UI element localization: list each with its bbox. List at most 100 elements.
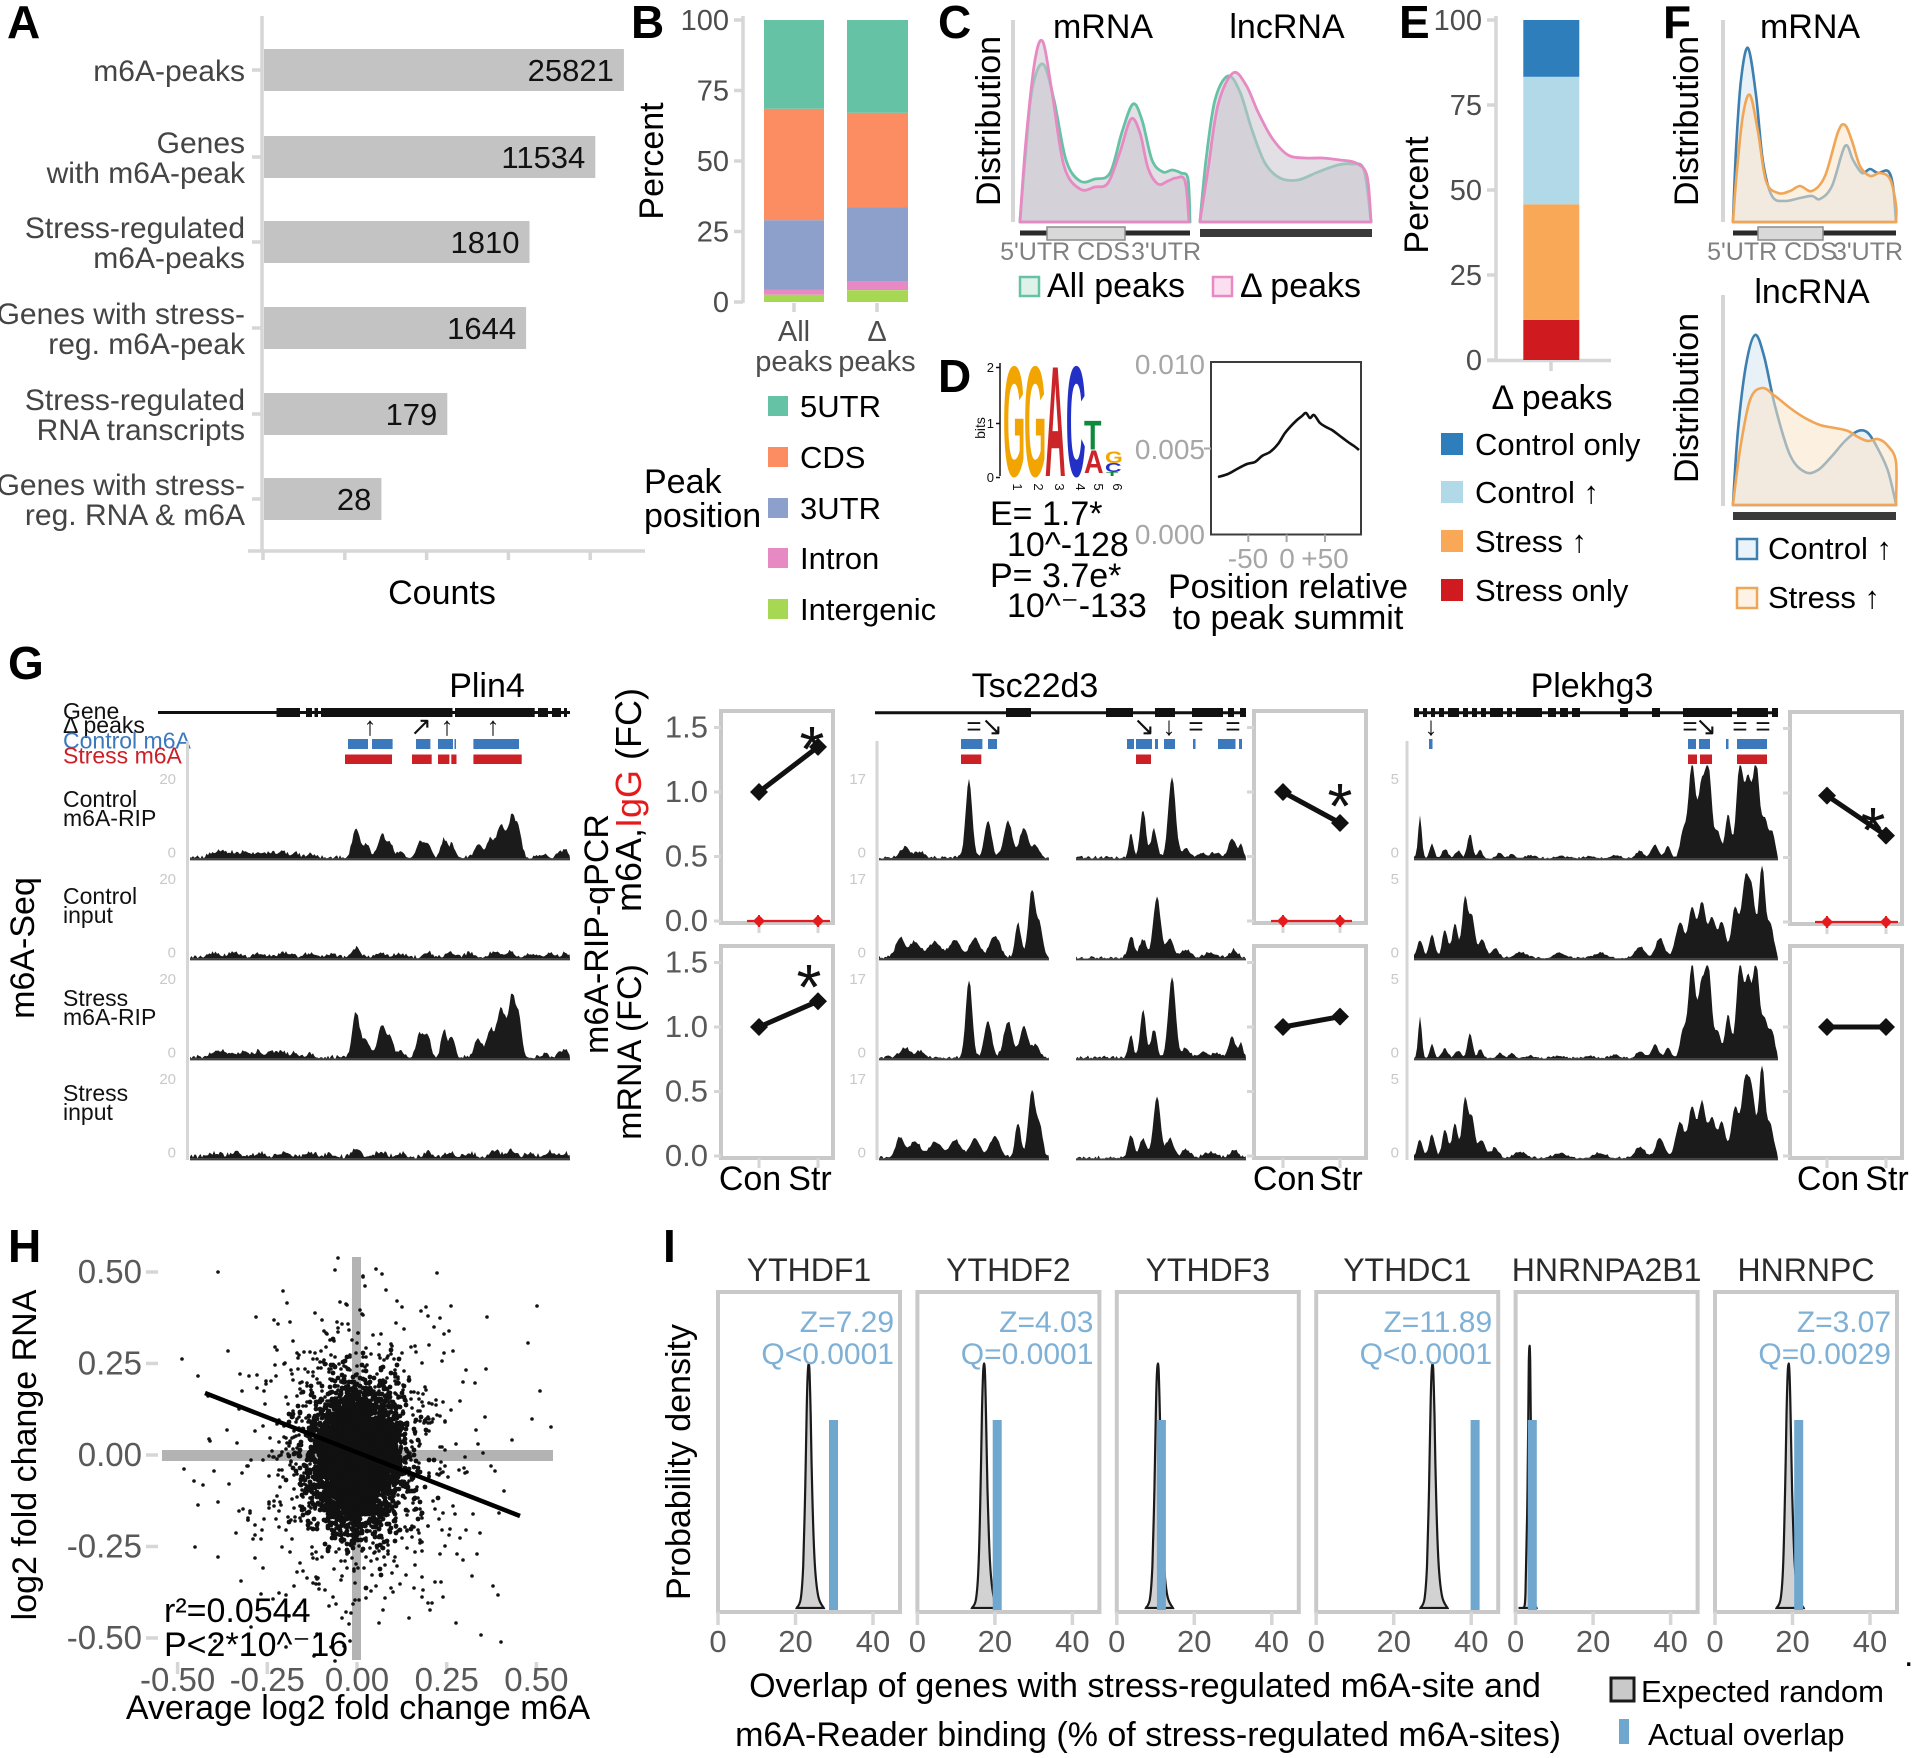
svg-text:0: 0 (858, 945, 866, 962)
svg-text:5: 5 (1391, 1071, 1399, 1088)
svg-text:input: input (63, 902, 113, 928)
svg-text:Control only: Control only (1475, 427, 1641, 462)
svg-text:1.0: 1.0 (665, 774, 708, 809)
svg-text:2: 2 (987, 360, 994, 375)
svg-text:179: 179 (386, 397, 438, 432)
svg-text:*: * (1328, 770, 1353, 842)
svg-text:0.25: 0.25 (78, 1345, 142, 1382)
svg-text:Genes: Genes (157, 127, 245, 160)
svg-text:3UTR: 3UTR (800, 491, 881, 526)
svg-text:=: = (1755, 711, 1770, 741)
svg-text:position: position (644, 497, 761, 535)
svg-text:25821: 25821 (528, 53, 614, 88)
svg-text:A: A (7, 0, 40, 48)
svg-text:0: 0 (168, 1045, 176, 1062)
svg-text:0: 0 (858, 1145, 866, 1162)
svg-text:5: 5 (1091, 483, 1106, 490)
svg-text:0.0: 0.0 (665, 1138, 708, 1173)
svg-text:reg. m6A-peak: reg. m6A-peak (48, 328, 246, 361)
svg-text:17: 17 (849, 871, 866, 888)
svg-text:↑: ↑ (487, 711, 500, 741)
svg-text:0: 0 (987, 470, 994, 485)
svg-text:↘: ↘ (1695, 711, 1717, 741)
svg-text:6: 6 (1110, 483, 1125, 490)
svg-text:3'UTR: 3'UTR (1131, 238, 1201, 266)
svg-text:Distribution: Distribution (1668, 313, 1706, 483)
svg-text:Distribution: Distribution (1668, 36, 1706, 206)
svg-text:25: 25 (1450, 260, 1482, 292)
svg-text:H: H (8, 1220, 41, 1272)
svg-text:Percent: Percent (633, 102, 671, 220)
svg-text:input: input (63, 1099, 113, 1125)
svg-text:A: A (1084, 445, 1104, 481)
svg-text:75: 75 (1450, 90, 1482, 122)
svg-text:=: = (1732, 711, 1747, 741)
svg-text:0: 0 (858, 1045, 866, 1062)
svg-text:0.000: 0.000 (1135, 519, 1205, 550)
svg-text:*: * (797, 951, 822, 1023)
svg-text:2: 2 (1031, 483, 1046, 490)
svg-text:50: 50 (697, 146, 729, 178)
svg-text:mRNA: mRNA (1053, 8, 1153, 46)
svg-text:20: 20 (159, 871, 176, 888)
svg-text:5: 5 (1391, 771, 1399, 788)
svg-text:All: All (778, 316, 810, 348)
svg-text:Stress-regulated: Stress-regulated (25, 212, 245, 245)
svg-text:Con: Con (719, 1160, 781, 1198)
svg-text:Str: Str (788, 1160, 831, 1198)
svg-text:0.5: 0.5 (665, 1074, 708, 1109)
svg-text:peaks: peaks (838, 346, 915, 378)
svg-text:Δ peaks: Δ peaks (1491, 379, 1612, 417)
svg-text:-0.50: -0.50 (67, 1619, 142, 1656)
svg-text:0.00: 0.00 (78, 1436, 142, 1473)
svg-text:25: 25 (697, 217, 729, 249)
svg-text:100: 100 (1434, 5, 1482, 37)
svg-text:lncRNA: lncRNA (1754, 273, 1870, 311)
svg-text:RNA transcripts: RNA transcripts (37, 414, 245, 447)
svg-text:=: = (1225, 711, 1240, 741)
svg-text:=: = (966, 711, 981, 741)
svg-text:m6A-peaks: m6A-peaks (93, 55, 245, 88)
svg-text:1644: 1644 (447, 311, 516, 346)
svg-text:Intron: Intron (800, 541, 879, 576)
svg-text:with m6A-peak: with m6A-peak (46, 157, 246, 190)
svg-text:reg. RNA & m6A: reg. RNA & m6A (25, 499, 245, 532)
svg-text:17: 17 (849, 1071, 866, 1088)
svg-text:Con: Con (1253, 1160, 1315, 1198)
svg-text:Genes with stress-: Genes with stress- (0, 298, 245, 331)
svg-text:Tsc22d3: Tsc22d3 (972, 667, 1099, 705)
svg-text:bits: bits (972, 417, 988, 439)
svg-text:0: 0 (1391, 1145, 1399, 1162)
svg-text:Plin4: Plin4 (449, 667, 525, 705)
svg-text:↓: ↓ (1163, 711, 1176, 741)
svg-text:Δ: Δ (867, 316, 886, 348)
svg-text:4: 4 (1073, 483, 1088, 490)
svg-text:3: 3 (1052, 483, 1067, 490)
svg-text:↘: ↘ (981, 711, 1003, 741)
svg-text:Stress m6A: Stress m6A (63, 743, 183, 769)
svg-text:17: 17 (849, 771, 866, 788)
svg-text:mRNA (FC): mRNA (FC) (611, 964, 649, 1140)
svg-text:Stress only: Stress only (1475, 573, 1629, 608)
svg-text:1810: 1810 (451, 225, 520, 260)
svg-text:17: 17 (849, 971, 866, 988)
svg-text:G: G (8, 637, 44, 689)
svg-text:Str: Str (1319, 1160, 1362, 1198)
svg-text:Intergenic: Intergenic (800, 592, 936, 627)
svg-text:C: C (938, 0, 971, 48)
svg-text:-0.25: -0.25 (67, 1528, 142, 1565)
svg-text:Counts: Counts (388, 574, 496, 612)
svg-text:20: 20 (159, 1071, 176, 1088)
svg-text:*: * (800, 713, 825, 785)
svg-text:Peak: Peak (644, 463, 722, 501)
svg-text:1.0: 1.0 (665, 1009, 708, 1044)
svg-text:↘: ↘ (1133, 711, 1155, 741)
svg-text:↑: ↑ (441, 711, 454, 741)
svg-text:Δ peaks: Δ peaks (1240, 267, 1361, 305)
svg-text:mRNA: mRNA (1760, 8, 1860, 46)
svg-text:↑: ↑ (364, 711, 377, 741)
svg-text:lncRNA: lncRNA (1229, 8, 1345, 46)
svg-text:Stress ↑: Stress ↑ (1475, 524, 1587, 559)
svg-text:5UTR: 5UTR (800, 389, 881, 424)
svg-text:28: 28 (337, 482, 371, 517)
